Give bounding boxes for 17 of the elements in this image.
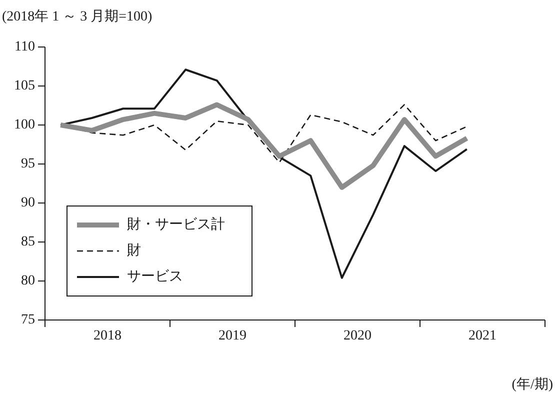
y-tick-label: 105	[14, 78, 35, 94]
x-tick-label: 2021	[468, 328, 496, 344]
y-tick-label: 80	[21, 274, 35, 289]
y-axis-title: (2018年 1 ～ 3 月期=100)	[2, 8, 153, 25]
y-tick-label: 95	[21, 156, 35, 172]
y-tick-label: 75	[21, 312, 35, 328]
legend-label: 財・サービス計	[127, 216, 225, 233]
x-tick-label: 2020	[344, 328, 372, 344]
legend-label: 財	[127, 242, 141, 259]
y-tick-label: 85	[21, 234, 35, 250]
y-tick-label: 90	[21, 196, 35, 211]
x-tick-label: 2019	[218, 328, 246, 344]
x-tick-label: 2018	[94, 328, 122, 344]
y-tick-label: 110	[14, 40, 35, 55]
legend-label: サービス	[127, 268, 183, 285]
x-axis-title: (年/期)	[512, 376, 554, 393]
y-tick-label: 100	[14, 118, 35, 133]
